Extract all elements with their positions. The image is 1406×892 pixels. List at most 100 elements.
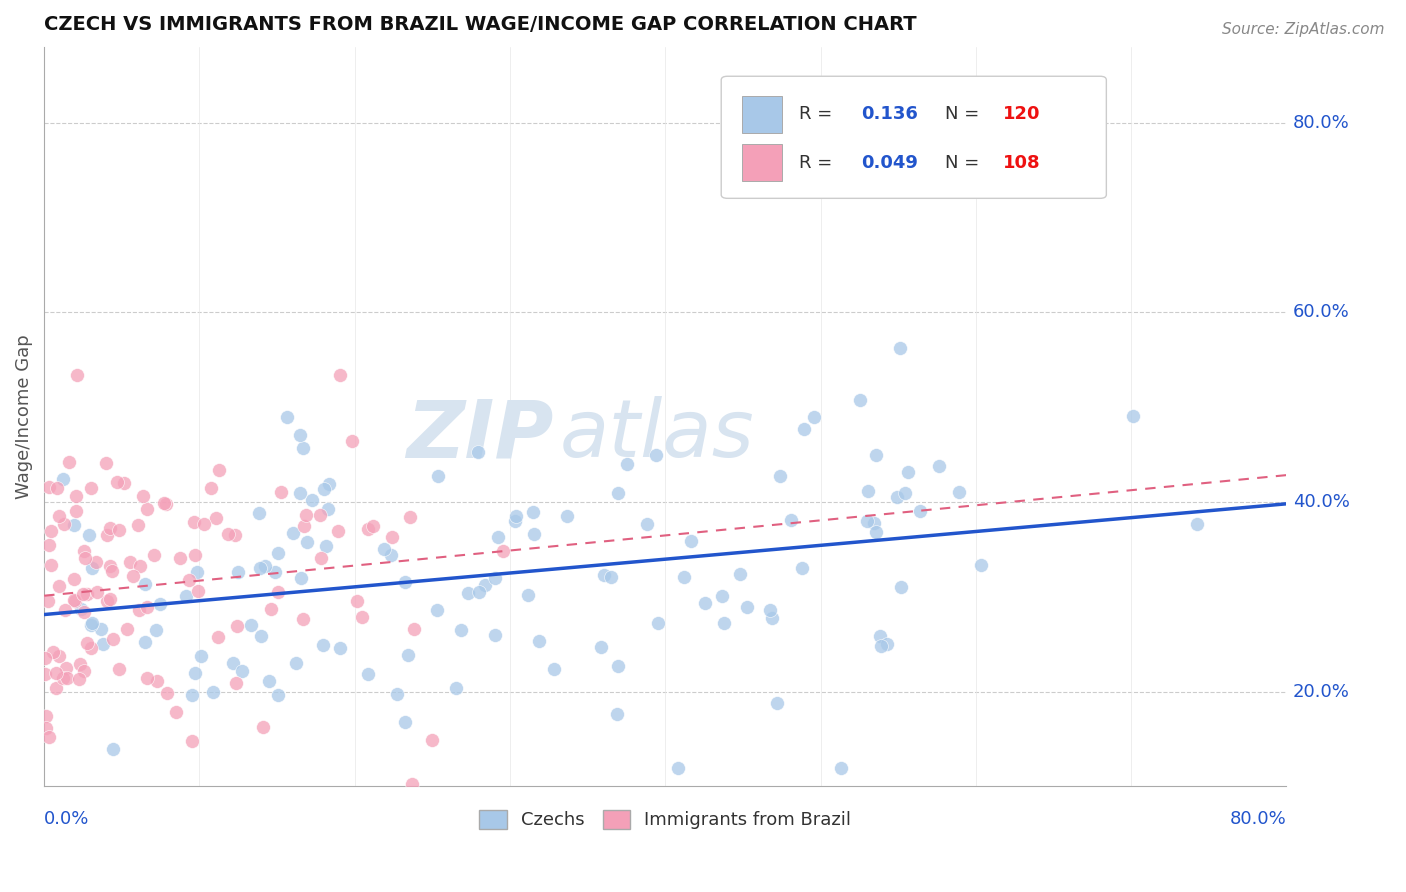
Point bbox=[72, 587, 94, 601]
Point bbox=[291, 441, 314, 455]
Point bbox=[600, 569, 623, 583]
Point bbox=[56, 671, 79, 685]
Point bbox=[673, 570, 696, 584]
Point bbox=[254, 558, 277, 573]
Point bbox=[34, 721, 56, 735]
Point bbox=[527, 634, 550, 648]
Point bbox=[948, 484, 970, 499]
Point bbox=[100, 564, 122, 578]
Point bbox=[79, 528, 101, 542]
Point bbox=[427, 469, 450, 483]
Point bbox=[38, 480, 60, 494]
Text: N =: N = bbox=[945, 153, 984, 171]
Point bbox=[53, 517, 76, 532]
Point bbox=[267, 546, 290, 560]
FancyBboxPatch shape bbox=[742, 144, 782, 181]
Point bbox=[73, 664, 96, 678]
Point bbox=[187, 583, 209, 598]
Point bbox=[53, 603, 76, 617]
Point bbox=[115, 622, 138, 636]
Point bbox=[48, 508, 70, 523]
Point bbox=[34, 651, 56, 665]
Point bbox=[295, 534, 318, 549]
Point bbox=[35, 708, 58, 723]
Point bbox=[295, 508, 318, 522]
Point bbox=[174, 589, 197, 603]
Point bbox=[39, 524, 62, 538]
Point bbox=[62, 593, 84, 607]
Point bbox=[96, 594, 118, 608]
Point bbox=[134, 577, 156, 591]
Point bbox=[396, 648, 419, 662]
Point bbox=[48, 649, 70, 664]
Point bbox=[357, 522, 380, 536]
Point bbox=[98, 521, 121, 535]
Point bbox=[523, 527, 546, 541]
Point bbox=[98, 591, 121, 606]
Point bbox=[46, 481, 69, 495]
Text: 120: 120 bbox=[1004, 105, 1040, 123]
Point bbox=[543, 662, 565, 676]
Point bbox=[793, 422, 815, 436]
Legend: Czechs, Immigrants from Brazil: Czechs, Immigrants from Brazil bbox=[472, 803, 859, 837]
Point bbox=[780, 513, 803, 527]
Point bbox=[122, 569, 145, 583]
Point bbox=[135, 501, 157, 516]
Point bbox=[38, 538, 60, 552]
Point bbox=[76, 587, 98, 601]
Point bbox=[264, 565, 287, 579]
Point bbox=[318, 477, 340, 491]
Point bbox=[350, 610, 373, 624]
Point bbox=[145, 624, 167, 638]
Point bbox=[48, 579, 70, 593]
Point bbox=[224, 527, 246, 541]
Point bbox=[179, 574, 201, 588]
Point bbox=[312, 638, 335, 652]
Point bbox=[890, 580, 912, 594]
Point bbox=[180, 733, 202, 747]
Point bbox=[326, 524, 349, 539]
Point bbox=[73, 605, 96, 619]
Point bbox=[769, 468, 792, 483]
Point bbox=[259, 602, 281, 616]
Point bbox=[201, 685, 224, 699]
Point bbox=[107, 661, 129, 675]
Point bbox=[84, 555, 107, 569]
Point bbox=[190, 649, 212, 664]
Point bbox=[380, 548, 402, 562]
Point bbox=[52, 671, 75, 685]
Point bbox=[728, 567, 751, 582]
Point bbox=[759, 603, 782, 617]
Point bbox=[112, 475, 135, 490]
Point bbox=[80, 615, 103, 630]
Point bbox=[301, 493, 323, 508]
Point bbox=[42, 644, 65, 658]
Point bbox=[450, 623, 472, 637]
Point bbox=[86, 584, 108, 599]
Point bbox=[340, 434, 363, 448]
Point bbox=[165, 705, 187, 719]
Point bbox=[63, 594, 86, 608]
Point bbox=[107, 523, 129, 537]
Point bbox=[865, 448, 887, 462]
Point bbox=[66, 368, 89, 382]
Point bbox=[80, 481, 103, 495]
Point bbox=[73, 544, 96, 558]
Point bbox=[252, 720, 274, 734]
Point bbox=[290, 571, 312, 585]
Point bbox=[889, 341, 911, 355]
Point bbox=[32, 798, 55, 813]
Point bbox=[283, 526, 305, 541]
Point bbox=[134, 635, 156, 649]
Point bbox=[226, 619, 249, 633]
Point bbox=[886, 490, 908, 504]
Point bbox=[103, 742, 125, 756]
Point bbox=[928, 458, 950, 473]
Text: 60.0%: 60.0% bbox=[1292, 303, 1350, 321]
Point bbox=[240, 618, 263, 632]
Text: R =: R = bbox=[800, 153, 838, 171]
Point bbox=[420, 732, 443, 747]
Point bbox=[761, 611, 783, 625]
FancyBboxPatch shape bbox=[742, 95, 782, 133]
Text: R =: R = bbox=[800, 105, 838, 123]
